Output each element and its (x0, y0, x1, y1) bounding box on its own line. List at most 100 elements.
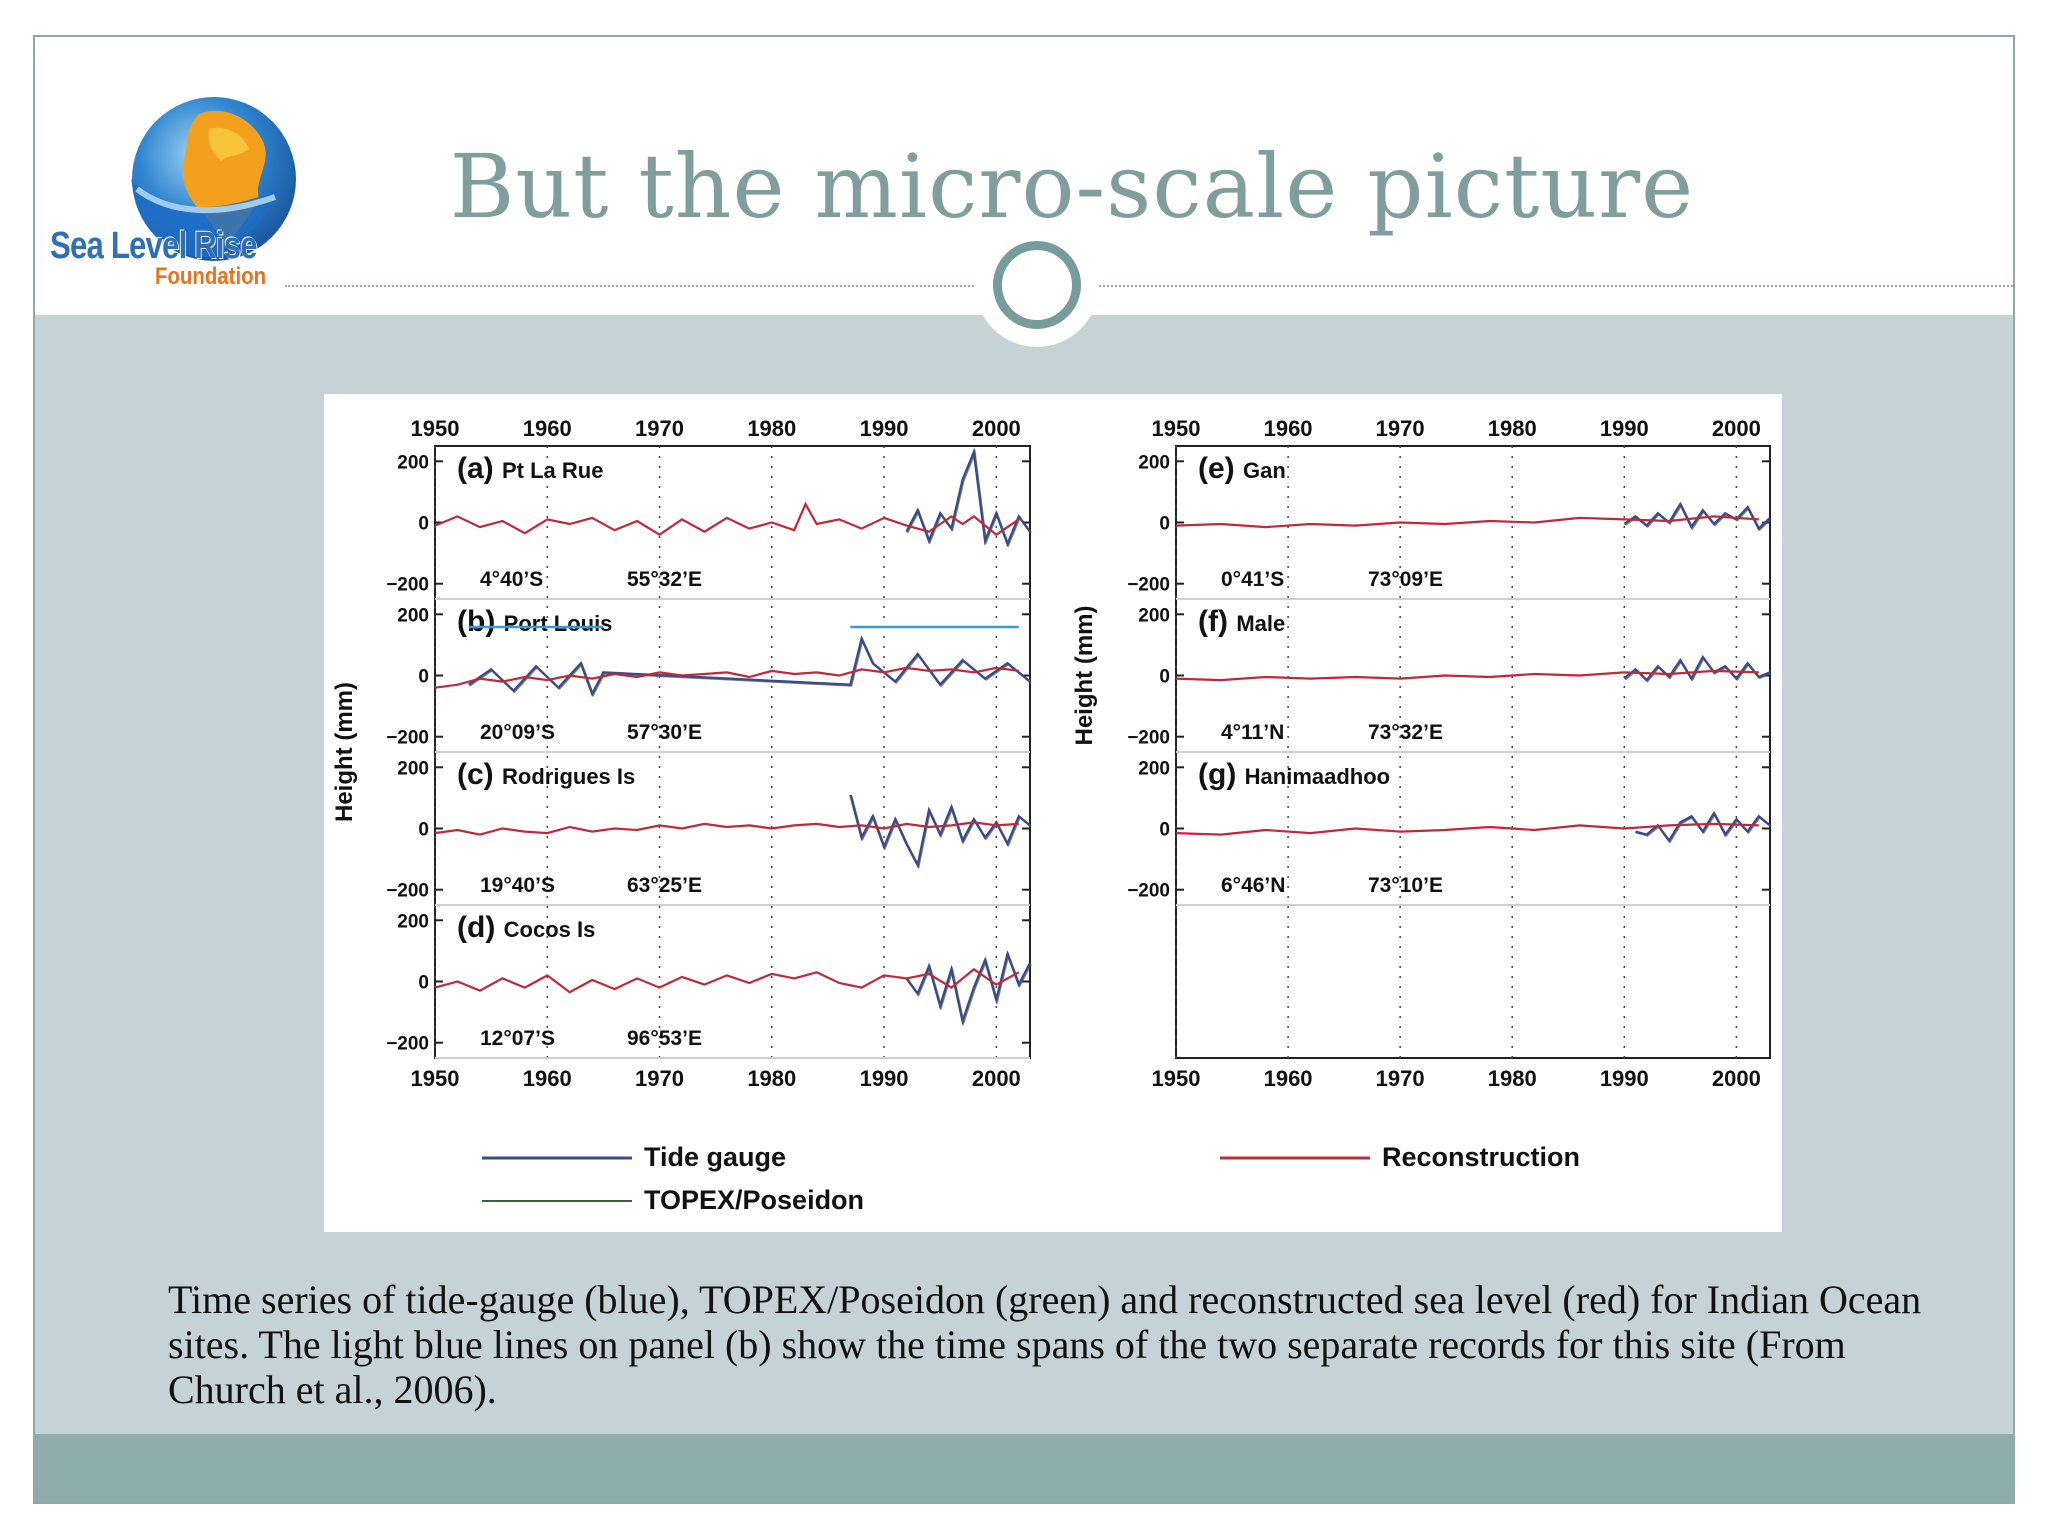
chart-panel: 1950 1950 1960 1960 1970 1970 1980 1980 1990 1990… (324, 394, 1782, 1232)
title-area: Sea Level Rise Foundation But the micro-… (35, 37, 2013, 315)
title-divider-right (1091, 285, 2013, 287)
x-tick-label-top: 1960 (523, 416, 572, 441)
tide-gauge-series (1623, 654, 1771, 682)
x-tick-label-top: 1970 (635, 416, 684, 441)
x-tick-label-bottom: 2000 (972, 1066, 1021, 1091)
site-longitude: 73°32’E (1368, 721, 1443, 744)
y-tick-label: 0 (418, 973, 429, 994)
slide: Sea Level Rise Foundation But the micro-… (33, 35, 2015, 1504)
y-tick-label: −200 (386, 881, 429, 902)
x-tick-label-top: 2000 (972, 416, 1021, 441)
panel-title: (e) Gan (1198, 452, 1286, 485)
x-tick-label-bottom: 1980 (747, 1066, 796, 1091)
site-latitude: 4°40’S (480, 568, 543, 591)
y-tick-label: 0 (418, 820, 429, 841)
panel-title: (d) Cocos Is (457, 911, 595, 944)
site-latitude: 4°11’N (1221, 721, 1284, 744)
x-tick-label-bottom: 1960 (1264, 1066, 1313, 1091)
x-tick-label-bottom: 1960 (523, 1066, 572, 1091)
footer-band (35, 1434, 2013, 1502)
tide-gauge-series (905, 949, 1032, 1026)
x-tick-label-top: 1990 (860, 416, 909, 441)
reconstruction-series (1175, 822, 1759, 836)
x-tick-label-bottom: 1970 (1376, 1066, 1425, 1091)
x-tick-label-bottom: 1950 (1152, 1066, 1201, 1091)
site-longitude: 73°10’E (1368, 874, 1443, 897)
logo-title: Sea Level Rise (50, 225, 258, 267)
y-tick-label: −200 (386, 728, 429, 749)
reconstruction-series (434, 501, 1020, 537)
tide-gauge-series (905, 447, 1031, 548)
tide-gauge-series (1623, 501, 1771, 531)
x-tick-label-bottom: 1980 (1488, 1066, 1537, 1091)
sea-level-rise-logo (131, 97, 296, 261)
site-latitude: 19°40’S (480, 874, 555, 897)
x-tick-label-bottom: 1990 (860, 1066, 909, 1091)
panel-title: (g) Hanimaadhoo (1198, 758, 1390, 791)
x-tick-label-bottom: 1990 (1600, 1066, 1649, 1091)
x-tick-label-top: 2000 (1712, 416, 1761, 441)
logo-subtitle: Foundation (155, 263, 267, 290)
y-tick-label: 200 (397, 605, 429, 626)
reconstruction-series (434, 967, 1020, 994)
slide-title: But the micro-scale picture (449, 135, 1695, 238)
reconstruction-series (1175, 669, 1759, 682)
x-tick-label-top: 1950 (1152, 416, 1201, 441)
x-tick-label-top: 1980 (747, 416, 796, 441)
site-longitude: 63°25’E (627, 874, 702, 897)
site-latitude: 12°07’S (480, 1027, 555, 1050)
panel-title: (b) Port Louis (457, 605, 612, 638)
x-tick-label-top: 1960 (1264, 416, 1313, 441)
topex-series (1624, 503, 1772, 532)
legend-label-topex: TOPEX/Poseidon (644, 1185, 864, 1215)
y-tick-label: 0 (1159, 820, 1170, 841)
y-tick-label: 0 (418, 667, 429, 688)
y-tick-label: 0 (1159, 514, 1170, 535)
panel-title: (f) Male (1198, 605, 1285, 638)
y-tick-label: −200 (1127, 728, 1170, 749)
y-axis-label: Height (mm) (331, 682, 358, 822)
y-tick-label: −200 (1127, 575, 1170, 596)
x-tick-label-top: 1990 (1600, 416, 1649, 441)
x-tick-label-bottom: 1970 (635, 1066, 684, 1091)
x-tick-label-bottom: 1950 (411, 1066, 460, 1091)
figure-caption: Time series of tide-gauge (blue), TOPEX/… (168, 1277, 1922, 1412)
site-longitude: 57°30’E (627, 721, 702, 744)
x-tick-label-top: 1950 (411, 416, 460, 441)
y-tick-label: −200 (386, 575, 429, 596)
y-tick-label: −200 (1127, 881, 1170, 902)
title-divider-left (285, 285, 985, 287)
y-tick-label: 200 (1138, 605, 1170, 626)
y-tick-label: 0 (1159, 667, 1170, 688)
topex-series (1624, 656, 1772, 683)
y-tick-label: 200 (1138, 452, 1170, 473)
site-latitude: 20°09’S (480, 721, 555, 744)
site-latitude: 6°46’N (1221, 874, 1285, 897)
x-tick-label-bottom: 2000 (1712, 1066, 1761, 1091)
reconstruction-series (434, 666, 1019, 689)
y-tick-label: 200 (1138, 758, 1170, 779)
legend-label-reconstruction: Reconstruction (1382, 1142, 1580, 1172)
site-longitude: 55°32’E (627, 568, 702, 591)
legend-label-tide-gauge: Tide gauge (644, 1142, 786, 1172)
sea-level-chart: 1950 1950 1960 1960 1970 1970 1980 1980 1990 1990… (331, 416, 1772, 1215)
site-longitude: 96°53’E (627, 1027, 702, 1050)
site-latitude: 0°41’S (1221, 568, 1284, 591)
panel-title: (c) Rodrigues Is (457, 758, 635, 791)
y-axis-label: Height (mm) (1071, 606, 1098, 746)
tide-gauge-series (849, 794, 1031, 869)
panel-title: (a) Pt La Rue (457, 452, 603, 485)
topex-series (469, 636, 1032, 698)
y-tick-label: 200 (397, 452, 429, 473)
y-tick-label: −200 (386, 1034, 429, 1055)
reconstruction-series (434, 821, 1019, 836)
x-tick-label-top: 1980 (1488, 416, 1537, 441)
site-longitude: 73°09’E (1368, 568, 1443, 591)
x-tick-label-top: 1970 (1376, 416, 1425, 441)
tide-gauge-series (468, 635, 1031, 697)
title-ring-ornament (975, 223, 1099, 347)
y-tick-label: 200 (397, 911, 429, 932)
reconstruction-series (1175, 515, 1759, 529)
y-tick-label: 0 (418, 514, 429, 535)
y-tick-label: 200 (397, 758, 429, 779)
